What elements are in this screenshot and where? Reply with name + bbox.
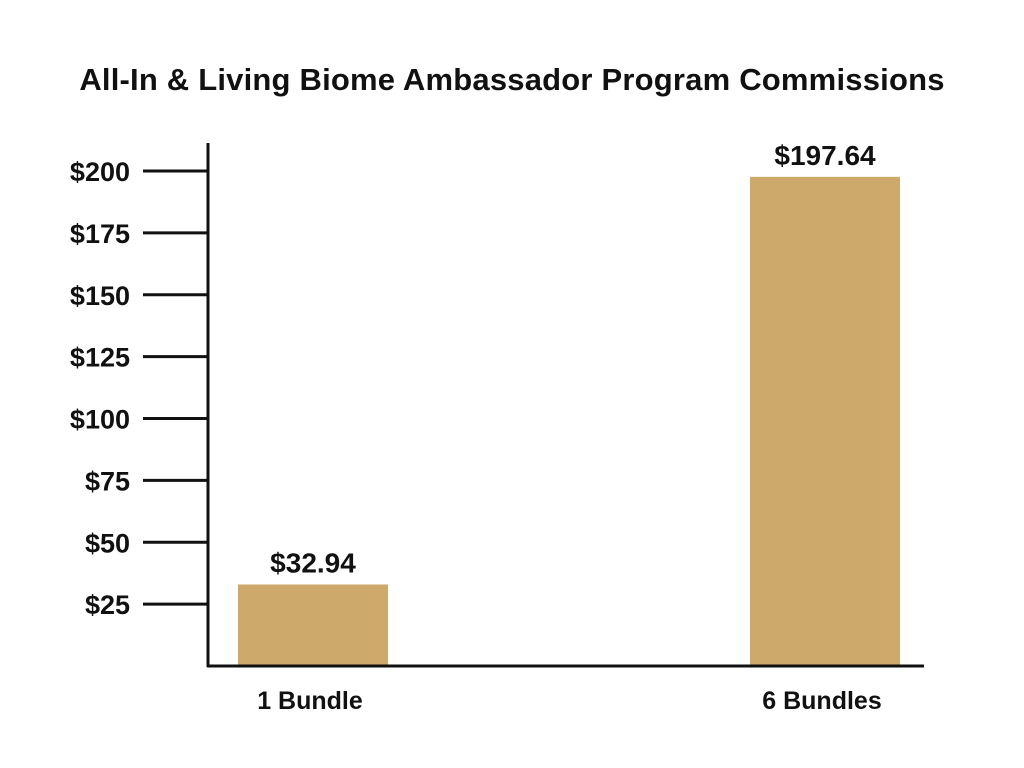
y-tick-label: $50 xyxy=(85,528,130,558)
bar-value-label: $197.64 xyxy=(774,140,876,171)
bars: $32.94 $197.64 xyxy=(238,140,900,666)
y-tick-label: $150 xyxy=(70,281,130,311)
bar xyxy=(238,584,388,666)
y-tick-label: $200 xyxy=(70,157,130,187)
chart-title: All-In & Living Biome Ambassador Program… xyxy=(79,62,945,97)
y-tick-label: $100 xyxy=(70,405,130,435)
y-tick-label: $25 xyxy=(85,590,130,620)
y-tick-label: $75 xyxy=(85,466,130,496)
bar xyxy=(750,176,900,666)
axes xyxy=(206,143,924,668)
x-category-label: 6 Bundles xyxy=(762,687,881,715)
x-category-label: 1 Bundle xyxy=(257,687,363,715)
y-tick-label: $175 xyxy=(70,219,130,249)
y-tick-label: $125 xyxy=(70,343,130,373)
x-axis-labels: 1 Bundle 6 Bundles xyxy=(257,687,882,715)
bar-value-label: $32.94 xyxy=(270,547,356,578)
y-axis-ticks: $25 $50 $75 $100 $125 $150 $175 $200 xyxy=(70,157,208,620)
